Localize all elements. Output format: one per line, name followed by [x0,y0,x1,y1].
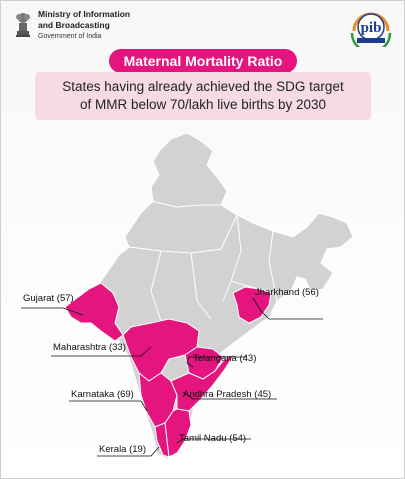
label-telangana: Telangana (43) [193,353,257,364]
ministry-name-line1: Ministry of Information [38,9,131,19]
label-jharkhand: Jharkhand (56) [255,287,319,298]
state-kerala[interactable] [154,422,170,458]
pib-logo-icon: pib [350,12,392,47]
subtitle-line2: of MMR below 70/lakh live births by 2030 [79,97,327,112]
label-tamil-nadu: Tamil Nadu (54) [179,433,247,444]
subtitle-line1: States having already achieved the SDG t… [62,79,344,94]
state-boundaries [128,200,278,322]
national-emblem-icon [16,13,30,37]
label-andhra-pradesh: Andhra Pradesh (45) [183,389,272,400]
state-jharkhand[interactable] [232,286,272,324]
label-kerala: Kerala (19) [99,444,146,455]
government-of-india: Government of India [38,33,102,40]
ministry-header: Ministry of Information and Broadcasting… [14,9,130,42]
label-gujarat: Gujarat (57) [23,293,74,304]
leader-lines [21,297,323,457]
subtitle-box: States having already achieved the SDG t… [35,72,371,120]
ministry-name-line2: and Broadcasting [38,20,110,30]
label-maharashtra: Maharashtra (33) [53,342,126,353]
state-gujarat[interactable] [64,282,124,342]
label-karnataka: Karnataka (69) [71,389,134,400]
page-title: Maternal Mortality Ratio [109,49,297,73]
svg-text:pib: pib [361,20,382,36]
